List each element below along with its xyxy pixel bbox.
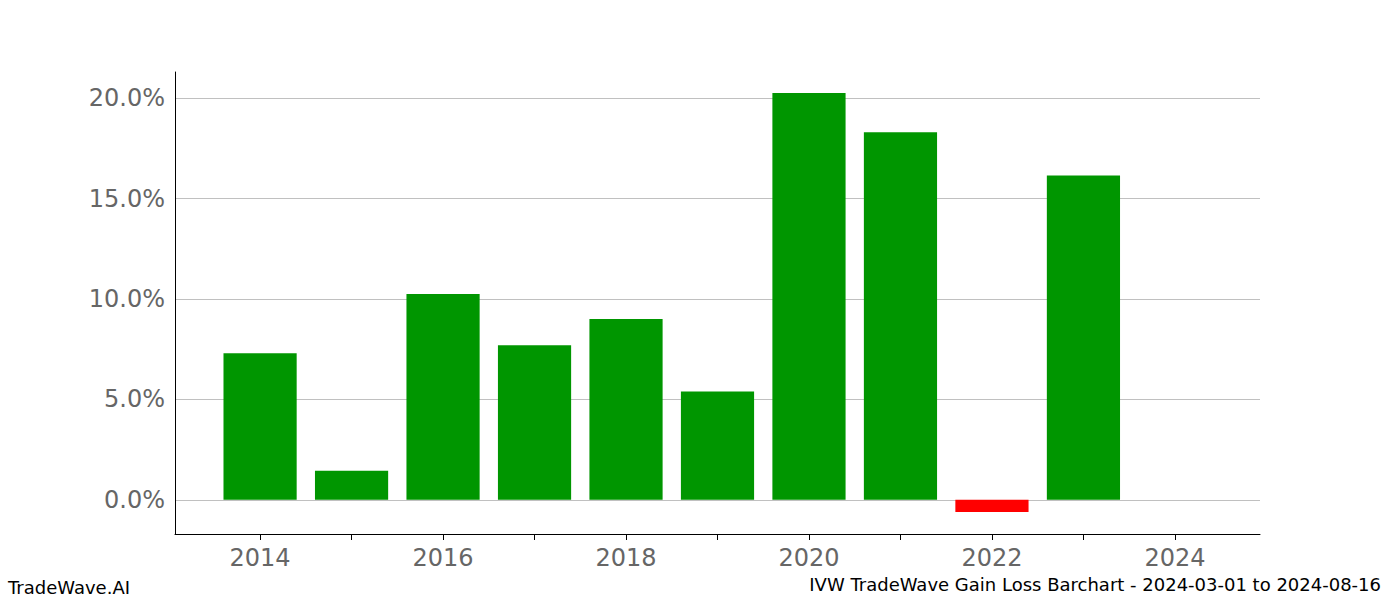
svg-text:TradeWave.AI: TradeWave.AI: [7, 577, 130, 598]
svg-text:0.0%: 0.0%: [104, 486, 165, 514]
svg-text:2024: 2024: [1144, 544, 1205, 572]
svg-text:15.0%: 15.0%: [89, 185, 165, 213]
svg-text:IVW TradeWave Gain Loss Barcha: IVW TradeWave Gain Loss Barchart - 2024-…: [809, 574, 1381, 595]
svg-text:5.0%: 5.0%: [104, 385, 165, 413]
svg-text:20.0%: 20.0%: [89, 84, 165, 112]
svg-text:2018: 2018: [595, 544, 656, 572]
svg-text:2016: 2016: [413, 544, 474, 572]
svg-text:2014: 2014: [230, 544, 291, 572]
svg-text:2020: 2020: [778, 544, 839, 572]
svg-text:10.0%: 10.0%: [89, 285, 165, 313]
svg-text:2022: 2022: [961, 544, 1022, 572]
